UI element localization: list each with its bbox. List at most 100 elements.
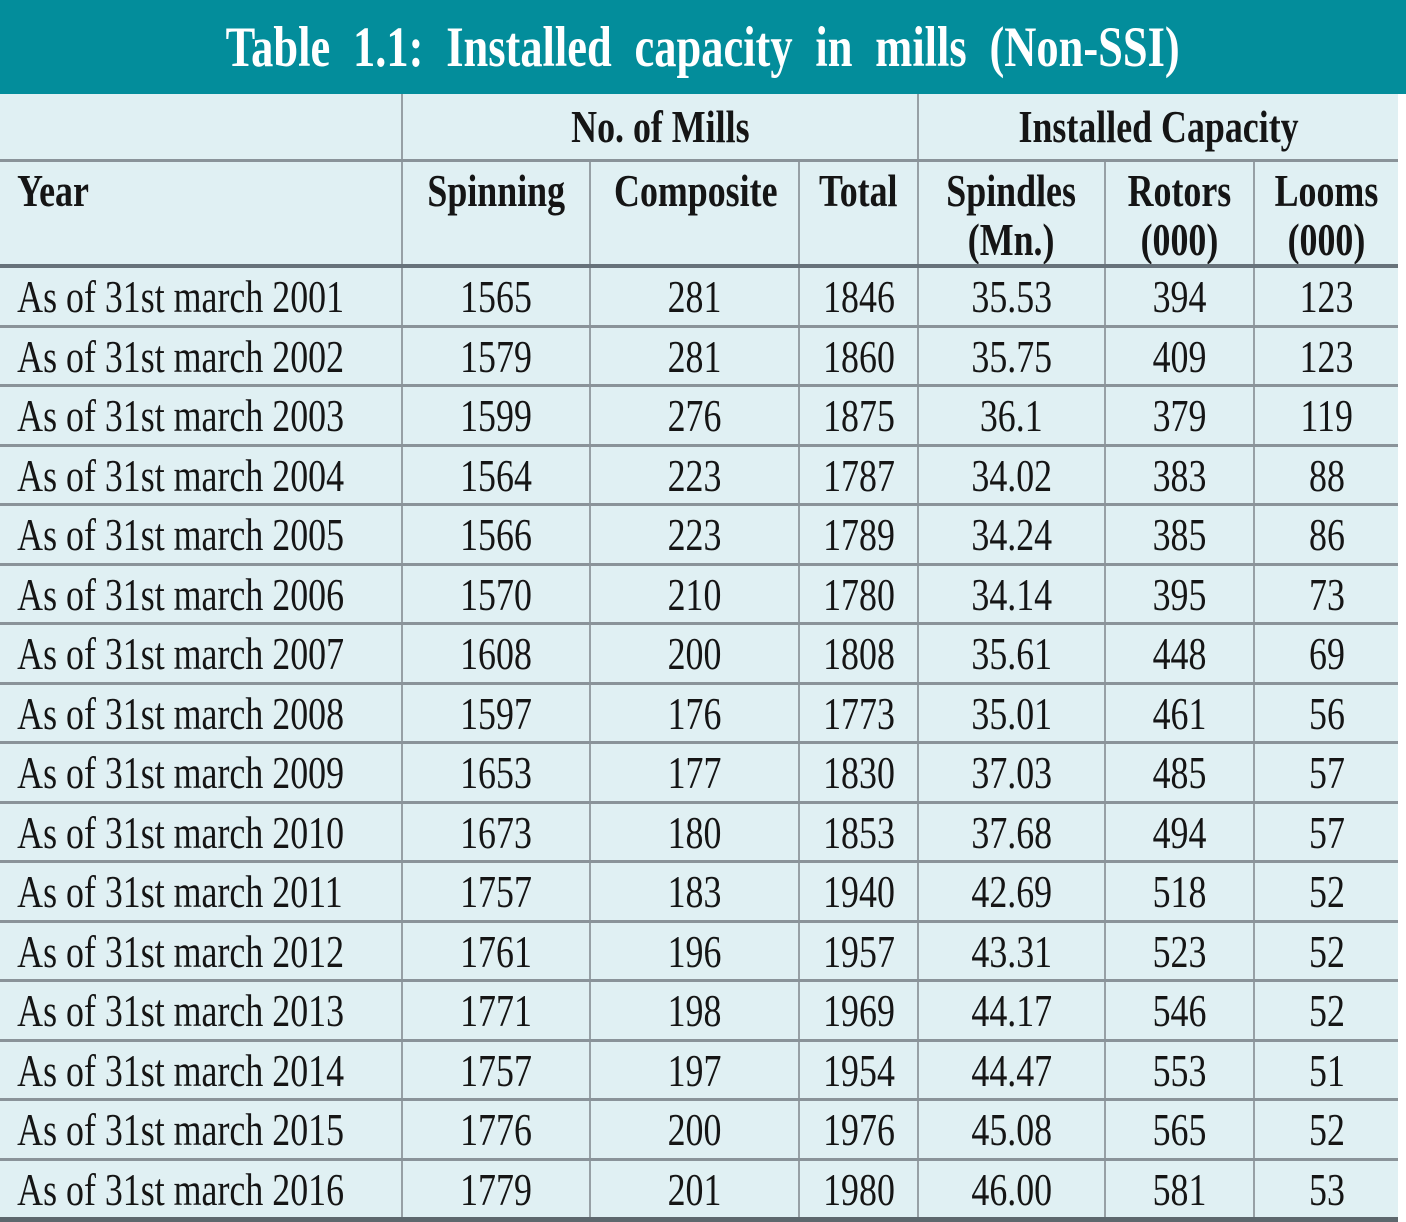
- column-header-total: Total: [797, 159, 919, 267]
- group-header-year-spacer: [0, 94, 402, 161]
- cell-value: 37.03: [917, 741, 1106, 803]
- table-row: As of 31st march 2008 1597 176 1773 35.01 461…: [0, 681, 1399, 743]
- cell-value: 1957: [797, 919, 919, 981]
- cell-value: 1579: [401, 324, 590, 386]
- table-row: As of 31st march 2010 1673 180 1853 37.68 494…: [0, 800, 1399, 862]
- cell-text: 1570: [460, 568, 532, 620]
- cell-value: 176: [589, 681, 799, 743]
- cell-text: As of 31st march 2016: [17, 1163, 345, 1215]
- cell-value: 518: [1104, 860, 1255, 922]
- cell-text: 42.69: [971, 866, 1052, 918]
- cell-text: 44.47: [971, 1044, 1052, 1096]
- table-title-band: Table 1.1: Installed capacity in mills (…: [0, 0, 1406, 94]
- cell-text: 35.53: [971, 271, 1052, 323]
- cell-year: As of 31st march 2001: [0, 264, 402, 327]
- cell-value: 46.00: [917, 1157, 1106, 1220]
- cell-text: 69: [1308, 628, 1345, 680]
- cell-text: 57: [1308, 806, 1345, 858]
- group-header-no-of-mills: No. of Mills: [400, 94, 919, 161]
- table-row: As of 31st march 2009 1653 177 1830 37.03 485…: [0, 741, 1399, 803]
- cell-text: 1940: [822, 866, 895, 918]
- cell-text: 34.14: [971, 568, 1052, 620]
- cell-value: 52: [1253, 979, 1399, 1041]
- cell-value: 183: [589, 860, 799, 922]
- cell-text: 1757: [460, 1044, 532, 1096]
- cell-value: 1830: [797, 741, 919, 803]
- cell-text: 46.00: [971, 1163, 1052, 1215]
- cell-value: 88: [1253, 443, 1399, 505]
- cell-text: As of 31st march 2015: [17, 1104, 345, 1156]
- column-header-label: Looms (000): [1274, 165, 1379, 266]
- cell-value: 177: [589, 741, 799, 803]
- cell-value: 1875: [797, 384, 919, 446]
- cell-value: 1566: [401, 503, 590, 565]
- column-header-label: Spindles (Mn.): [946, 165, 1077, 266]
- cell-value: 546: [1104, 979, 1255, 1041]
- cell-text: 1957: [822, 925, 895, 977]
- cell-text: 52: [1308, 866, 1345, 918]
- cell-value: 35.01: [917, 681, 1106, 743]
- cell-value: 383: [1104, 443, 1255, 505]
- cell-text: 1564: [460, 449, 532, 501]
- cell-text: As of 31st march 2010: [17, 806, 345, 858]
- cell-text: 383: [1152, 449, 1207, 501]
- cell-text: 1653: [460, 747, 532, 799]
- column-header-spinning: Spinning: [401, 159, 590, 267]
- cell-text: 1830: [822, 747, 895, 799]
- cell-value: 1565: [401, 264, 590, 327]
- column-header-looms: Looms (000): [1253, 159, 1399, 267]
- column-header-row: Year Spinning Composite Total Spindles (Mn.) R…: [0, 159, 1399, 267]
- cell-text: 52: [1308, 985, 1345, 1037]
- cell-value: 1673: [401, 800, 590, 862]
- cell-text: As of 31st march 2006: [17, 568, 345, 620]
- cell-value: 461: [1104, 681, 1255, 743]
- cell-text: 409: [1152, 330, 1207, 382]
- cell-text: 197: [667, 1044, 722, 1096]
- cell-text: 196: [667, 925, 722, 977]
- cell-text: 53: [1308, 1163, 1345, 1215]
- cell-value: 1564: [401, 443, 590, 505]
- cell-value: 1570: [401, 562, 590, 624]
- cell-text: 395: [1152, 568, 1207, 620]
- cell-value: 1761: [401, 919, 590, 981]
- cell-text: As of 31st march 2009: [17, 747, 345, 799]
- cell-value: 35.53: [917, 264, 1106, 327]
- cell-value: 35.75: [917, 324, 1106, 386]
- cell-text: 177: [667, 747, 722, 799]
- cell-value: 1757: [401, 1038, 590, 1100]
- cell-text: As of 31st march 2007: [17, 628, 345, 680]
- cell-value: 44.47: [917, 1038, 1106, 1100]
- cell-text: 57: [1308, 747, 1345, 799]
- cell-value: 1940: [797, 860, 919, 922]
- cell-value: 52: [1253, 1098, 1399, 1160]
- cell-value: 223: [589, 503, 799, 565]
- cell-text: 581: [1152, 1163, 1207, 1215]
- cell-year: As of 31st march 2003: [0, 384, 402, 446]
- cell-value: 1757: [401, 860, 590, 922]
- table-row: As of 31st march 2004 1564 223 1787 34.02 383…: [0, 443, 1399, 505]
- cell-value: 36.1: [917, 384, 1106, 446]
- column-header-label: Composite: [614, 165, 778, 216]
- cell-value: 73: [1253, 562, 1399, 624]
- cell-value: 276: [589, 384, 799, 446]
- table-row: As of 31st march 2016 1779 201 1980 46.00 581…: [0, 1157, 1399, 1220]
- table-row: As of 31st march 2015 1776 200 1976 45.08 565…: [0, 1098, 1399, 1160]
- cell-text: 119: [1300, 390, 1353, 442]
- cell-value: 35.61: [917, 622, 1106, 684]
- cell-value: 1954: [797, 1038, 919, 1100]
- cell-value: 197: [589, 1038, 799, 1100]
- cell-text: 200: [667, 1104, 722, 1156]
- cell-text: 1673: [460, 806, 532, 858]
- cell-value: 57: [1253, 800, 1399, 862]
- table-wrap: No. of Mills Installed Capacity Year Spin…: [0, 94, 1399, 1222]
- cell-text: 1566: [460, 509, 532, 561]
- column-header-label: Year: [17, 165, 89, 216]
- cell-text: 86: [1308, 509, 1345, 561]
- cell-text: 37.68: [971, 806, 1052, 858]
- cell-value: 34.02: [917, 443, 1106, 505]
- cell-value: 1789: [797, 503, 919, 565]
- cell-text: 51: [1308, 1044, 1345, 1096]
- cell-year: As of 31st march 2016: [0, 1157, 402, 1220]
- cell-value: 198: [589, 979, 799, 1041]
